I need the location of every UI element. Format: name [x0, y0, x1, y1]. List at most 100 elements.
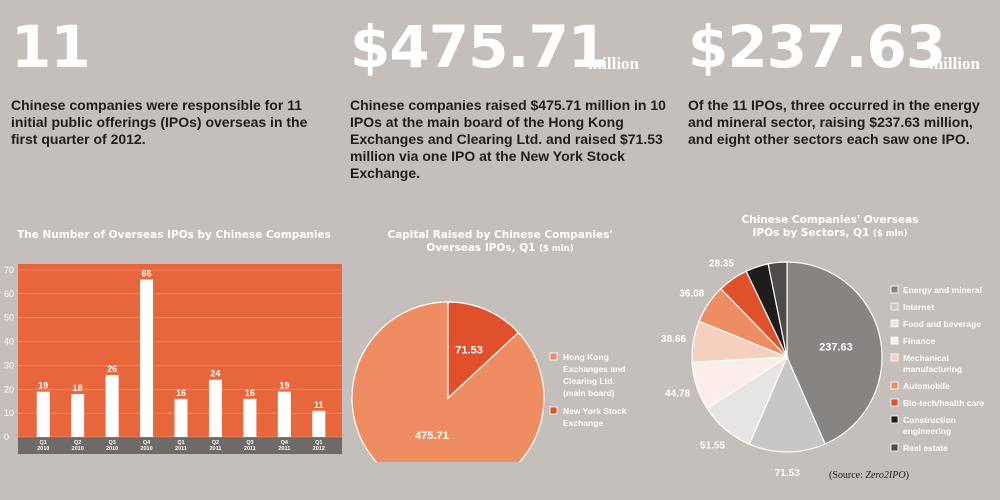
y-tick-label: 10	[4, 408, 14, 418]
bar-value-label: 11	[314, 400, 324, 410]
x-tick-quarter: Q4	[281, 440, 289, 446]
legend-swatch	[890, 443, 899, 452]
slice-value-label: 44.78	[665, 388, 690, 399]
bar-value-label: 24	[210, 369, 220, 379]
x-tick-quarter: Q1	[177, 440, 184, 446]
stat-unit: million	[588, 54, 640, 73]
bar	[36, 391, 50, 437]
x-tick-year: 2011	[209, 446, 221, 452]
x-tick-quarter: Q2	[212, 440, 219, 446]
stat-description: Chinese companies were responsible for 1…	[11, 97, 308, 147]
y-tick-label: 50	[4, 313, 14, 323]
legend-label: Mechanical	[903, 353, 949, 363]
pie-slice	[767, 261, 788, 358]
legend-swatch	[890, 398, 899, 407]
legend-label: Clearing Ltd.	[563, 376, 615, 386]
capital-pie-title-line1: Capital Raised by Chinese Companies'	[387, 229, 613, 241]
slice-value-label: 28.35	[709, 259, 734, 270]
legend-label: Bio-tech/health care	[903, 398, 985, 408]
bar	[140, 279, 154, 437]
x-tick-year: 2011	[175, 446, 187, 452]
pie-slice	[351, 301, 545, 462]
pie-slice	[447, 301, 520, 400]
slice-value-label: 71.53	[775, 468, 800, 479]
slice-value-label: 21.26	[738, 252, 763, 255]
capital-pie-title-line2: Overseas IPOs, Q1	[426, 242, 536, 254]
stat-value: $237.63	[688, 13, 946, 81]
capital-pie-title-unit: ($ mln)	[539, 244, 574, 254]
x-axis-band	[18, 437, 342, 454]
bar-value-label: 26	[107, 364, 117, 374]
sector-pie-chart: 237.63 71.53 51.55 44.78 38.66 36.08 28.35 21.2…	[661, 252, 985, 479]
slice-value-label: 36.08	[679, 289, 704, 300]
bar	[105, 374, 119, 437]
bar-value-label: 66	[142, 269, 152, 279]
y-tick-label: 0	[4, 432, 9, 442]
stat-description: Of the 11 IPOs, three occurred in the en…	[688, 97, 980, 147]
y-tick-label: 60	[4, 289, 14, 299]
sector-pie-title-line1: Chinese Companies' Overseas	[741, 214, 919, 226]
bar-value-label: 19	[279, 381, 289, 391]
legend-label: Exchanges and	[563, 364, 625, 374]
legend-label: Hong Kong	[563, 352, 609, 362]
bar	[174, 398, 188, 437]
pie-slice	[748, 355, 826, 453]
sector-pie-title-unit: ($ mln)	[873, 229, 908, 239]
legend-label: manufacturing	[903, 364, 962, 374]
source-name: Zero2IPO	[865, 470, 906, 481]
legend-label: Energy and mineral	[903, 285, 982, 295]
bar-value-label: 18	[73, 383, 83, 393]
x-tick-year: 2010	[37, 446, 49, 452]
stat-unit: million	[929, 54, 981, 73]
slice-value-label: 38.66	[661, 334, 686, 345]
legend-label: Automobile	[903, 381, 950, 391]
capital-pie-title: Capital Raised by Chinese Companies' Ove…	[350, 229, 650, 256]
legend-label: Real estate	[903, 443, 948, 453]
legend-label: Exchange	[563, 418, 603, 428]
y-tick-label: 40	[4, 337, 14, 347]
legend-swatch	[890, 353, 899, 362]
legend-label: Internet	[903, 302, 934, 312]
legend-swatch	[549, 406, 558, 415]
x-tick-year: 2012	[313, 446, 325, 452]
legend-swatch	[890, 302, 899, 311]
legend-swatch	[549, 352, 558, 361]
x-tick-quarter: Q2	[74, 440, 81, 446]
legend-swatch	[890, 381, 899, 390]
x-tick-year: 2010	[72, 446, 84, 452]
source-suffix: )	[905, 470, 909, 481]
x-tick-year: 2010	[106, 446, 118, 452]
pie-slice	[786, 261, 883, 445]
bar-chart-title: The Number of Overseas IPOs by Chinese C…	[17, 229, 331, 241]
stat-description: Chinese companies raised $475.71 million…	[350, 97, 666, 181]
legend-label: engineering	[903, 426, 951, 436]
capital-raised-pie-chart: 475.71 71.53 Hong Kong Exchanges and Clearin…	[351, 301, 627, 462]
y-tick-label: 30	[4, 360, 14, 370]
legend-swatch	[890, 336, 899, 345]
slice-value-label: 237.63	[819, 342, 853, 354]
source-prefix: (Source:	[829, 470, 866, 481]
source-note: (Source: Zero2IPO)	[829, 470, 909, 481]
sector-pie-title: Chinese Companies' Overseas IPOs by Sect…	[680, 214, 980, 241]
x-tick-quarter: Q1	[315, 440, 322, 446]
bar	[208, 379, 222, 437]
slice-value-label: 475.71	[415, 430, 449, 442]
x-tick-year: 2011	[278, 446, 290, 452]
bar	[243, 398, 257, 437]
legend-swatch	[890, 415, 899, 424]
legend-label: Finance	[903, 336, 935, 346]
bar-value-label: 16	[245, 388, 255, 398]
bar	[71, 394, 85, 437]
bar	[277, 391, 291, 437]
x-tick-quarter: Q3	[246, 440, 253, 446]
x-tick-quarter: Q3	[108, 440, 115, 446]
sector-pie-title-line2: IPOs by Sectors, Q1	[752, 227, 870, 239]
x-tick-quarter: Q1	[40, 440, 47, 446]
legend-label: (main board)	[563, 388, 615, 398]
bar	[312, 410, 326, 437]
legend-swatch	[890, 285, 899, 294]
bar-value-label: 19	[38, 381, 48, 391]
legend-label: Construction	[903, 415, 956, 425]
x-tick-year: 2011	[244, 446, 256, 452]
legend-swatch	[890, 319, 899, 328]
